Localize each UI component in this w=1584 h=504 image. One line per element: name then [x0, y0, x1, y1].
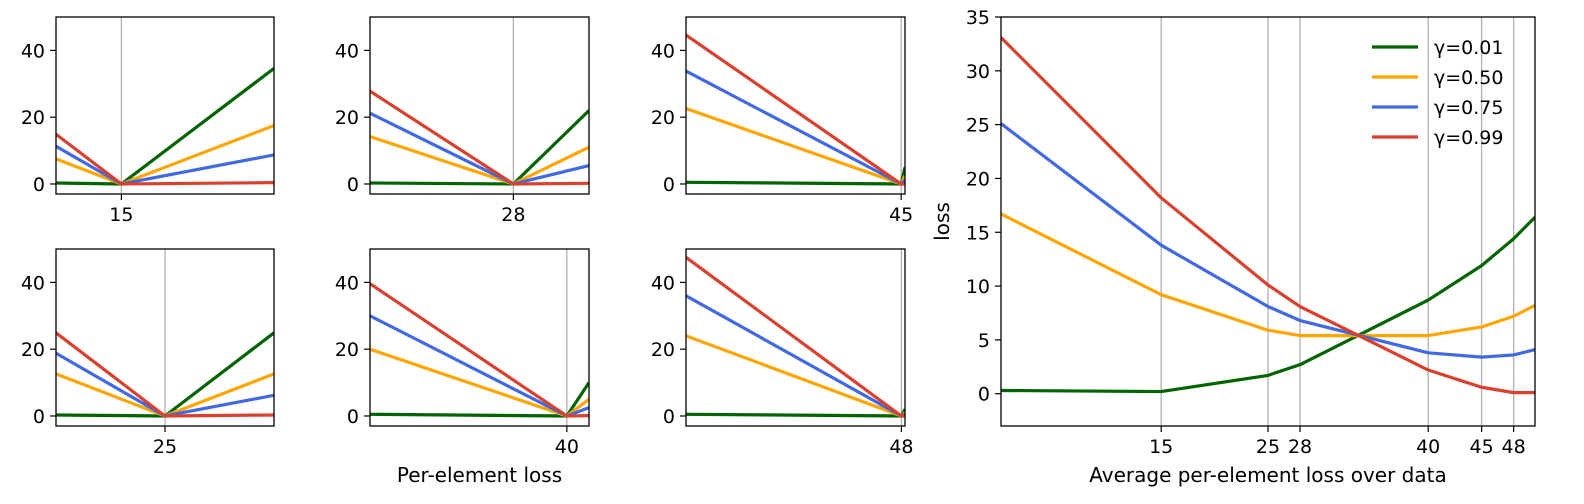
large-xlabel: Average per-element loss over data	[1089, 463, 1446, 487]
small-1-frame	[55, 16, 275, 195]
small-1-ytick-label: 0	[33, 174, 45, 196]
panel-small-6: 0 20 40 48	[651, 248, 914, 458]
small-5-ytick-label: 20	[335, 339, 359, 361]
large-xtick-label: 28	[1288, 436, 1312, 458]
legend-label-gamma-0-50: γ=0.50	[1434, 67, 1503, 89]
small-5-frame	[369, 248, 590, 427]
legend-label-gamma-0-75: γ=0.75	[1434, 97, 1503, 119]
legend-label-gamma-0-99: γ=0.99	[1434, 127, 1503, 149]
small-2-ytick-label: 20	[335, 107, 359, 129]
small-3-series-line-3	[686, 69, 905, 186]
small-3-ytick-label: 20	[651, 107, 675, 129]
small-2-series-line-4	[370, 89, 589, 186]
small-5-series-line-3	[370, 314, 589, 418]
panel-small-5: 0 20 40 40 Per-element loss	[335, 248, 590, 487]
small-3-frame	[685, 16, 906, 195]
small-4-ytick-label: 0	[33, 406, 45, 428]
small-4-ytick-label: 20	[21, 339, 45, 361]
small-2-frame	[369, 16, 590, 195]
large-ytick-label: 35	[966, 7, 990, 29]
large-ytick-label: 15	[966, 222, 990, 244]
panel-small-1: 0 20 40 15	[21, 16, 275, 226]
small-2-ytick-label: 40	[335, 40, 359, 62]
large-series-gamma-0-01	[1001, 216, 1535, 394]
large-xtick-label: 48	[1502, 436, 1526, 458]
large-ytick-label: 25	[966, 115, 990, 137]
small-4-series-line-4	[56, 331, 274, 418]
small-1-ytick-label: 40	[21, 40, 45, 62]
small-3-xtick-label: 45	[889, 204, 913, 226]
large-xtick-label: 25	[1256, 436, 1280, 458]
panel-small-3: 0 20 40 45	[651, 16, 913, 226]
large-ytick-label: 10	[966, 276, 990, 298]
large-ytick-label: 0	[978, 384, 990, 406]
panel-small-4: 0 20 40 25	[21, 248, 275, 458]
small-6-ytick-label: 20	[651, 339, 675, 361]
large-xtick-label: 40	[1416, 436, 1440, 458]
small-1-series-line-4	[56, 132, 274, 186]
small-6-ytick-label: 0	[663, 406, 675, 428]
small-5-xlabel: Per-element loss	[397, 463, 562, 487]
small-6-ytick-label: 40	[651, 272, 675, 294]
small-2-ytick-label: 0	[347, 174, 359, 196]
small-6-frame	[685, 248, 906, 427]
small-5-xtick-label: 40	[555, 436, 579, 458]
legend: γ=0.01 γ=0.50 γ=0.75 γ=0.99	[1372, 37, 1503, 149]
small-1-ytick-label: 20	[21, 107, 45, 129]
small-6-series-line-4	[686, 256, 905, 418]
small-4-xtick-label: 25	[153, 436, 177, 458]
panel-small-2: 0 20 40 28	[335, 16, 590, 226]
small-4-ytick-label: 40	[21, 272, 45, 294]
small-5-ytick-label: 0	[347, 406, 359, 428]
small-3-series-line-2	[686, 107, 905, 186]
large-ylabel: loss	[930, 202, 954, 241]
large-ytick-label: 5	[978, 330, 990, 352]
large-xtick-label: 15	[1149, 436, 1173, 458]
large-ytick-label: 30	[966, 61, 990, 83]
large-ytick-label: 20	[966, 168, 990, 190]
panel-large: 0 5 10 15 20 25 30 35 15 25 28 40 45 48 Average per-el…	[930, 7, 1536, 487]
small-6-xtick-label: 48	[889, 436, 913, 458]
small-5-series-line-4	[370, 282, 589, 418]
legend-label-gamma-0-01: γ=0.01	[1434, 37, 1503, 59]
small-2-xtick-label: 28	[501, 204, 525, 226]
small-5-ytick-label: 40	[335, 272, 359, 294]
small-3-series-line-4	[686, 33, 905, 186]
small-6-series-line-1	[686, 408, 905, 418]
small-3-ytick-label: 0	[663, 174, 675, 196]
small-6-series-line-2	[686, 334, 905, 418]
large-series-gamma-0-99	[1001, 36, 1535, 395]
large-xtick-label: 45	[1470, 436, 1494, 458]
small-3-ytick-label: 40	[651, 40, 675, 62]
small-1-xtick-label: 15	[109, 204, 133, 226]
small-6-series-line-3	[686, 294, 905, 418]
